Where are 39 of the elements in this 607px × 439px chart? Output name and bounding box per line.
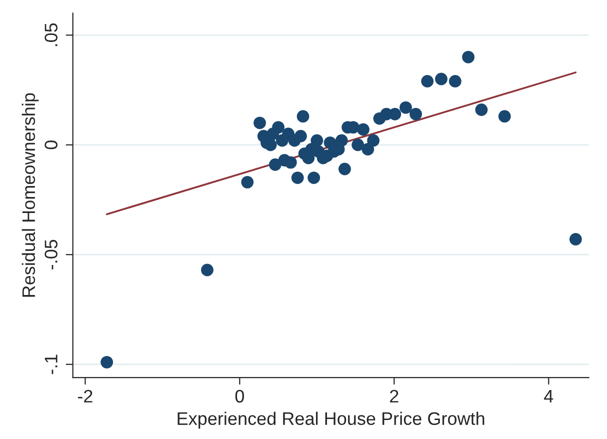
point bbox=[400, 101, 412, 114]
point bbox=[373, 112, 386, 125]
point bbox=[308, 172, 320, 184]
point bbox=[310, 134, 324, 147]
point bbox=[264, 138, 277, 152]
point bbox=[100, 356, 114, 368]
point bbox=[241, 176, 254, 188]
point bbox=[272, 121, 285, 134]
point bbox=[291, 172, 304, 184]
point bbox=[435, 72, 448, 86]
point bbox=[462, 50, 475, 64]
point bbox=[410, 108, 422, 120]
x-axis-title: Experienced Real House Price Growth bbox=[178, 412, 484, 429]
y-tick-label: .05 bbox=[44, 23, 58, 46]
point bbox=[268, 158, 282, 171]
point bbox=[421, 75, 434, 88]
point bbox=[357, 123, 370, 136]
point bbox=[352, 138, 364, 152]
point bbox=[335, 134, 348, 147]
point bbox=[254, 116, 266, 130]
point bbox=[338, 162, 351, 176]
x-tick-label: 2 bbox=[390, 390, 398, 402]
point bbox=[296, 110, 310, 123]
y-tick-label: -.05 bbox=[44, 240, 58, 270]
y-tick-label: -.1 bbox=[44, 354, 58, 374]
point bbox=[498, 110, 511, 123]
point bbox=[367, 134, 380, 147]
point bbox=[569, 233, 582, 246]
point bbox=[475, 104, 488, 116]
x-tick-label: 4 bbox=[544, 390, 554, 402]
point bbox=[201, 264, 214, 276]
x-tick-label: 0 bbox=[235, 390, 244, 403]
point bbox=[294, 130, 307, 142]
y-tick-label: 0 bbox=[44, 140, 58, 150]
y-axis-title: Residual Homeownership bbox=[22, 93, 39, 297]
point bbox=[362, 143, 374, 156]
point bbox=[284, 156, 297, 169]
x-tick-label: -2 bbox=[78, 390, 92, 402]
point bbox=[448, 75, 462, 88]
